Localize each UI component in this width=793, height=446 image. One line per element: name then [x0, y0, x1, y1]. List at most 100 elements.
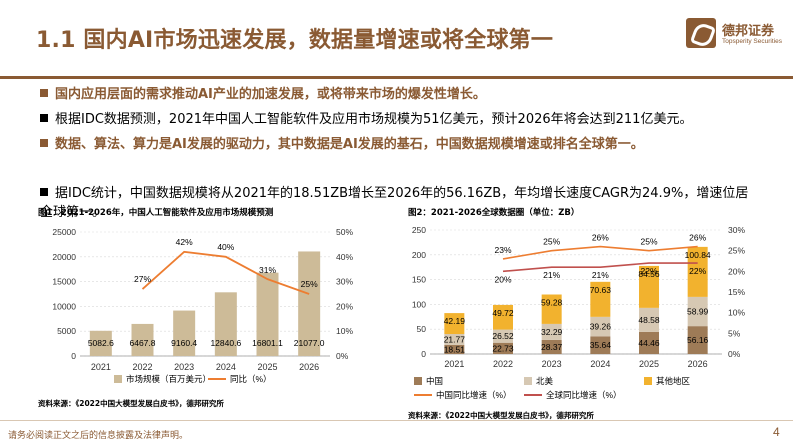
legend-swatch-bar: [524, 377, 532, 385]
y2-tick-label: 0%: [728, 349, 741, 359]
y-tick-label: 50: [417, 324, 427, 334]
line-value-label: 27%: [134, 274, 151, 284]
bullet-square-icon: [40, 188, 48, 196]
bar-segment: [687, 326, 708, 354]
x-tick-label: 2022: [132, 362, 152, 372]
legend-swatch-bar: [414, 377, 422, 385]
y-tick-label: 150: [412, 275, 426, 285]
line-series: [502, 262, 698, 273]
logo-icon: [686, 18, 716, 48]
bar-value-label: 22.73: [492, 343, 514, 353]
legend-label: 北美: [536, 376, 554, 386]
bullet-4: 据IDC统计，中国数据规模将从2021年的18.51ZB增长至2026年的56.…: [40, 186, 749, 220]
x-tick-label: 2026: [688, 359, 708, 369]
x-tick-label: 2021: [444, 359, 464, 369]
footer-disclaimer: 请务必阅读正文之后的信息披露及法律声明。: [8, 431, 189, 441]
footer-divider: [0, 420, 793, 421]
page-title: 1.1 国内AI市场迅速发展，数据量增速或将全球第一: [36, 28, 554, 53]
bar-value-label: 39.26: [590, 322, 612, 332]
bar-value-label: 49.72: [492, 308, 514, 318]
y2-tick-label: 30%: [728, 225, 745, 235]
bar-segment: [493, 304, 513, 330]
y-tick-label: 15000: [52, 277, 76, 287]
bar-segment: [444, 334, 465, 345]
x-tick-label: 2026: [299, 362, 319, 372]
bar-value-label: 26.52: [492, 331, 514, 341]
line-value-label: 26%: [592, 233, 609, 243]
x-tick-label: 2022: [493, 359, 513, 369]
bar-value-label: 32.29: [541, 327, 563, 337]
y2-tick-label: 10%: [336, 326, 353, 336]
line-value-label: 26%: [689, 233, 706, 243]
bar-value-label: 44.46: [638, 338, 660, 348]
bar-value-label: 6467.8: [130, 338, 156, 348]
bar-value-label: 70.63: [590, 285, 612, 295]
bar-value-label: 58.99: [687, 307, 709, 317]
y-tick-label: 20000: [52, 252, 76, 262]
bar-value-label: 42.19: [444, 316, 466, 326]
bar-value-label: 18.51: [444, 344, 466, 354]
chart1-source: 资料来源：《2022中国大模型发展白皮书》，德邦研究所: [38, 399, 224, 408]
line-value-label: 22%: [689, 266, 706, 276]
bar-segment: [493, 329, 513, 343]
title-divider: [0, 76, 793, 79]
bar-segment: [493, 342, 513, 354]
y-tick-label: 25000: [52, 227, 76, 237]
bar-segment: [541, 294, 562, 324]
y-tick-label: 5000: [57, 326, 76, 336]
bar-value-label: 35.64: [590, 340, 612, 350]
bar: [89, 330, 112, 356]
logo-name-en: Topsperity Securities: [722, 38, 782, 45]
y-tick-label: 10000: [52, 301, 76, 311]
bar-segment: [639, 265, 659, 308]
line-value-label: 22%: [640, 266, 657, 276]
line-value-label: 25%: [543, 237, 560, 247]
line-series-yoy: [141, 250, 310, 295]
line-series: [502, 245, 698, 260]
bar-value-label: 5082.6: [88, 338, 114, 348]
x-tick-label: 2025: [639, 359, 659, 369]
bar-value-label: 84.56: [638, 269, 660, 279]
bar-value-label: 21.77: [444, 334, 466, 344]
chart2-global-datasphere: 0501001502002500%5%10%15%20%25%30%18.512…: [412, 225, 746, 400]
x-tick-label: 2025: [257, 362, 277, 372]
line-value-label: 21%: [543, 270, 560, 280]
company-logo: 德邦证券 Topsperity Securities: [686, 18, 786, 52]
y2-tick-label: 25%: [728, 246, 745, 256]
bar-segment: [590, 281, 611, 317]
bar: [131, 323, 154, 356]
bar-segment: [639, 307, 659, 332]
y-tick-label: 0: [71, 351, 76, 361]
legend-label: 市场规模（百万美元）: [126, 374, 211, 384]
line-value-label: 20%: [494, 274, 511, 284]
line-value-label: 25%: [301, 279, 318, 289]
bar-segment: [687, 246, 708, 297]
bar-value-label: 48.58: [638, 315, 660, 325]
bar-value-label: 9160.4: [171, 338, 197, 348]
y2-tick-label: 40%: [336, 252, 353, 262]
bullet-square-icon: [40, 139, 48, 147]
y2-tick-label: 0%: [336, 351, 349, 361]
y-tick-label: 250: [412, 225, 426, 235]
bullet-1: 国内应用层面的需求推动AI产业的加速发展，或将带来市场的爆发性增长。: [40, 85, 780, 104]
y2-tick-label: 10%: [728, 308, 745, 318]
y-tick-label: 200: [412, 250, 426, 260]
legend-swatch-bar: [114, 375, 122, 383]
bar-value-label: 100.84: [685, 250, 711, 260]
legend-label: 中国同比增速（%）: [436, 390, 512, 400]
bullet-square-icon: [40, 89, 48, 97]
bullet-2: 根据IDC数据预测，2021年中国人工智能软件及应用市场规模为51亿美元，预计2…: [40, 110, 780, 129]
legend-label: 全球同比增速（%）: [546, 390, 622, 400]
bar-segment: [639, 331, 659, 354]
y-tick-label: 100: [412, 299, 426, 309]
bar-value-label: 28.37: [541, 342, 563, 352]
y2-tick-label: 50%: [336, 227, 353, 237]
bar: [256, 272, 279, 356]
line-value-label: 42%: [176, 237, 193, 247]
bar-segment: [590, 316, 611, 337]
chart2-source: 资料来源：《2022中国大模型发展白皮书》，德邦研究所: [408, 411, 594, 420]
line-value-label: 40%: [217, 242, 234, 252]
legend-label: 其他地区: [656, 376, 691, 386]
chart1-market-size: 0 5000 10000 15000 20000 25000 0% 10% 20% 30% 40% 5…: [52, 227, 353, 384]
bar-segment: [444, 344, 465, 354]
